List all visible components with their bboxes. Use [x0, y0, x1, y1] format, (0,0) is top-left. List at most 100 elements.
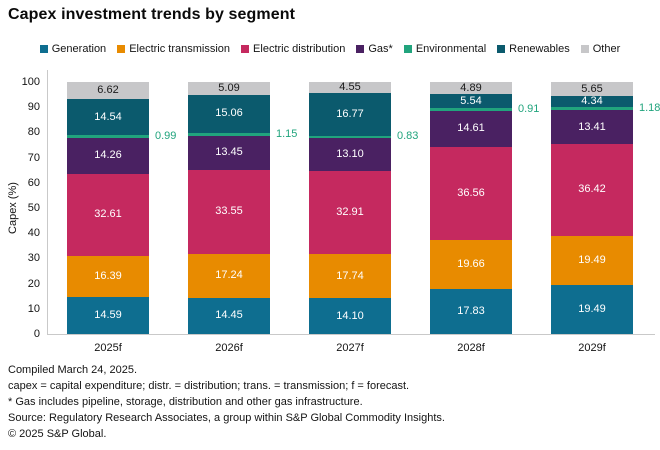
- y-tick-label: 90: [27, 101, 40, 114]
- segment-value-label: 14.61: [457, 122, 485, 135]
- legend-item-environmental: Environmental: [403, 43, 487, 55]
- segment-value-label: 33.55: [215, 205, 243, 218]
- segment-value-label: 14.54: [94, 110, 122, 123]
- bar-segment-generation-2027f: [309, 298, 391, 334]
- legend-item-electric-distribution: Electric distribution: [241, 43, 345, 55]
- y-axis-line: [47, 70, 48, 335]
- segment-value-label: 17.74: [336, 269, 364, 282]
- bar-segment-renewables-2027f: [309, 93, 391, 136]
- segment-value-label: 14.26: [94, 149, 122, 162]
- legend-label: Renewables: [509, 43, 570, 55]
- segment-value-label: 4.55: [339, 81, 361, 94]
- legend-swatch-icon: [39, 45, 48, 53]
- chart-legend: Generation Electric transmission Electric …: [0, 43, 660, 55]
- segment-value-label: 36.42: [578, 183, 606, 196]
- y-tick-label: 80: [27, 126, 40, 139]
- footnote-line: * Gas includes pipeline, storage, distri…: [8, 396, 363, 408]
- segment-value-label: 5.54: [460, 94, 482, 107]
- segment-value-label: 4.89: [460, 81, 482, 94]
- bar-segment-other-2029f: [551, 82, 633, 97]
- segment-value-label: 32.91: [336, 205, 364, 218]
- segment-value-label: 19.49: [578, 253, 606, 266]
- bar-segment-other-2027f: [309, 82, 391, 94]
- segment-value-label: 13.10: [336, 147, 364, 160]
- legend-swatch-icon: [241, 45, 250, 53]
- bar-segment-renewables-2028f: [430, 94, 512, 109]
- footnotes: Compiled March 24, 2025. capex = capital…: [8, 362, 445, 442]
- bar-segment-gas-2029f: [551, 110, 633, 144]
- segment-value-label: 6.62: [97, 83, 119, 96]
- segment-value-label: 0.83: [397, 130, 419, 143]
- x-axis-line: [47, 334, 655, 335]
- segment-value-label: 0.99: [155, 130, 177, 143]
- bar-segment-generation-2028f: [430, 289, 512, 334]
- bar-segment-gas-2025f: [67, 137, 149, 174]
- bar-segment-environmental-2026f: [188, 132, 270, 136]
- segment-value-label: 32.61: [94, 208, 122, 221]
- bar-segment-environmental-2027f: [309, 135, 391, 138]
- legend-swatch-icon: [403, 45, 412, 53]
- segment-value-label: 5.65: [581, 82, 603, 95]
- bar-segment-generation-2029f: [551, 284, 633, 334]
- bar-segment-gas-2026f: [188, 135, 270, 170]
- bar-segment-electric-transmission-2025f: [67, 255, 149, 298]
- segment-value-label: 15.06: [215, 107, 243, 120]
- bar-segment-environmental-2029f: [551, 107, 633, 111]
- segment-value-label: 0.91: [518, 102, 540, 115]
- segment-value-label: 1.15: [276, 127, 298, 140]
- legend-item-electric-transmission: Electric transmission: [117, 43, 230, 55]
- bar-segment-other-2026f: [188, 82, 270, 95]
- y-tick-label: 70: [27, 151, 40, 164]
- bar-segment-electric-transmission-2029f: [551, 235, 633, 285]
- bar-segment-electric-distribution-2028f: [430, 147, 512, 240]
- bar-segment-other-2028f: [430, 82, 512, 95]
- segment-value-label: 19.49: [578, 302, 606, 315]
- segment-value-label: 14.59: [94, 309, 122, 322]
- footnote-line: capex = capital expenditure; distr. = di…: [8, 380, 410, 392]
- y-tick-label: 100: [21, 76, 40, 88]
- footnote-line: Compiled March 24, 2025.: [8, 364, 138, 376]
- legend-label: Gas*: [368, 43, 393, 55]
- segment-value-label: 17.24: [215, 269, 243, 282]
- bar-segment-other-2025f: [67, 82, 149, 99]
- y-tick-label: 40: [27, 227, 40, 240]
- chart-title: Capex investment trends by segment: [8, 6, 296, 23]
- segment-value-label: 16.39: [94, 270, 122, 283]
- segment-value-label: 4.34: [581, 95, 603, 108]
- legend-label: Electric transmission: [129, 43, 231, 55]
- segment-value-label: 1.18: [639, 102, 660, 115]
- x-tick-label-2026f: 2026f: [215, 342, 243, 354]
- bar-segment-generation-2025f: [67, 297, 149, 334]
- bar-segment-gas-2028f: [430, 110, 512, 148]
- segment-value-label: 19.66: [457, 257, 485, 270]
- legend-item-renewables: Renewables: [497, 43, 570, 55]
- legend-swatch-icon: [117, 45, 126, 53]
- x-tick-label-2025f: 2025f: [94, 342, 122, 354]
- footnote-line: Source: Regulatory Research Associates, …: [8, 412, 445, 424]
- legend-item-other: Other: [580, 43, 621, 55]
- bar-segment-electric-distribution-2027f: [309, 170, 391, 254]
- bar-segment-generation-2026f: [188, 297, 270, 334]
- y-tick-label: 20: [27, 277, 40, 290]
- y-tick-label: 0: [33, 328, 40, 340]
- segment-value-label: 14.10: [336, 309, 364, 322]
- y-tick-label: 60: [27, 176, 40, 189]
- bar-segment-electric-distribution-2029f: [551, 143, 633, 236]
- legend-swatch-icon: [497, 45, 506, 53]
- legend-label: Electric distribution: [253, 43, 346, 55]
- legend-item-generation: Generation: [39, 43, 107, 55]
- x-tick-label-2029f: 2029f: [578, 342, 606, 354]
- bar-segment-renewables-2026f: [188, 94, 270, 133]
- bar-segment-electric-distribution-2026f: [188, 169, 270, 255]
- legend-label: Generation: [51, 43, 107, 55]
- x-tick-label-2027f: 2027f: [336, 342, 364, 354]
- bar-segment-renewables-2025f: [67, 98, 149, 136]
- legend-label: Other: [592, 43, 621, 55]
- segment-value-label: 16.77: [336, 108, 364, 121]
- y-tick-label: 50: [27, 202, 40, 214]
- bar-segment-electric-transmission-2026f: [188, 254, 270, 298]
- legend-label: Environmental: [415, 43, 487, 55]
- bar-segment-renewables-2029f: [551, 96, 633, 108]
- y-tick-label: 10: [27, 302, 40, 315]
